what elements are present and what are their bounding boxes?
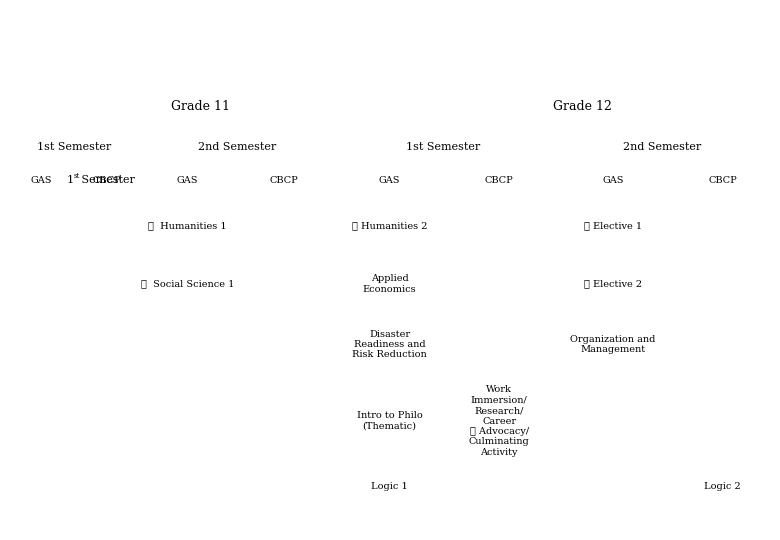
Text: 1: 1: [67, 176, 74, 185]
Text: Logic 2: Logic 2: [704, 482, 741, 491]
Text: 2nd Semester: 2nd Semester: [198, 141, 276, 152]
Text: ✓ Elective 1: ✓ Elective 1: [584, 221, 642, 230]
Text: st: st: [74, 172, 80, 180]
Text: Organization and
Management: Organization and Management: [570, 335, 656, 354]
Text: Work
Immersion/
Research/
Career
✓ Advocacy/
Culminating
Activity: Work Immersion/ Research/ Career ✓ Advoc…: [469, 386, 530, 457]
Text: Grade 11: Grade 11: [171, 100, 230, 113]
Text: CBCP Curriculum Comparison: CBCP Curriculum Comparison: [153, 14, 627, 41]
Text: Specialized Subjects compared to GAS: Specialized Subjects compared to GAS: [180, 51, 600, 69]
Text: Semester: Semester: [78, 176, 135, 185]
Text: 1st Semester: 1st Semester: [37, 141, 111, 152]
Text: 2nd Semester: 2nd Semester: [623, 141, 702, 152]
Text: CBCP: CBCP: [270, 176, 299, 185]
Text: ✓ Elective 2: ✓ Elective 2: [584, 279, 642, 288]
Text: Intro to Philo
(Historical): Intro to Philo (Historical): [247, 274, 321, 294]
Text: Applied
Economics: Applied Economics: [363, 274, 417, 294]
Text: Latin 2: Latin 2: [704, 279, 742, 288]
Text: CBCP: CBCP: [485, 176, 513, 185]
Text: Research
Writing: Research Writing: [697, 411, 748, 431]
Text: Fundamentals
of Prayers: Fundamentals of Prayers: [245, 215, 323, 235]
Text: GAS: GAS: [602, 176, 624, 185]
Text: Grade 12: Grade 12: [553, 100, 612, 113]
Text: GAS: GAS: [379, 176, 400, 185]
Text: 1st Semester: 1st Semester: [406, 141, 480, 152]
Text: Logic 1: Logic 1: [371, 482, 408, 491]
Text: DEPARTMENT OF EDUCATION: DEPARTMENT OF EDUCATION: [300, 518, 480, 528]
Text: GAS: GAS: [177, 176, 198, 185]
Text: CBCP: CBCP: [93, 176, 122, 185]
Text: Fundamentals
of Faith: Fundamentals of Faith: [460, 215, 538, 235]
Text: Latin 1: Latin 1: [704, 221, 742, 230]
Text: GAS: GAS: [30, 176, 51, 185]
Text: CBCP: CBCP: [708, 176, 737, 185]
Text: ✓  Social Science 1: ✓ Social Science 1: [141, 279, 234, 288]
Text: Intro to Philo
(Thematic): Intro to Philo (Thematic): [356, 411, 423, 431]
Text: ✓ Humanities 2: ✓ Humanities 2: [352, 221, 427, 230]
Text: Disaster
Readiness and
Risk Reduction: Disaster Readiness and Risk Reduction: [353, 330, 427, 360]
Text: ✓  Humanities 1: ✓ Humanities 1: [148, 221, 227, 230]
